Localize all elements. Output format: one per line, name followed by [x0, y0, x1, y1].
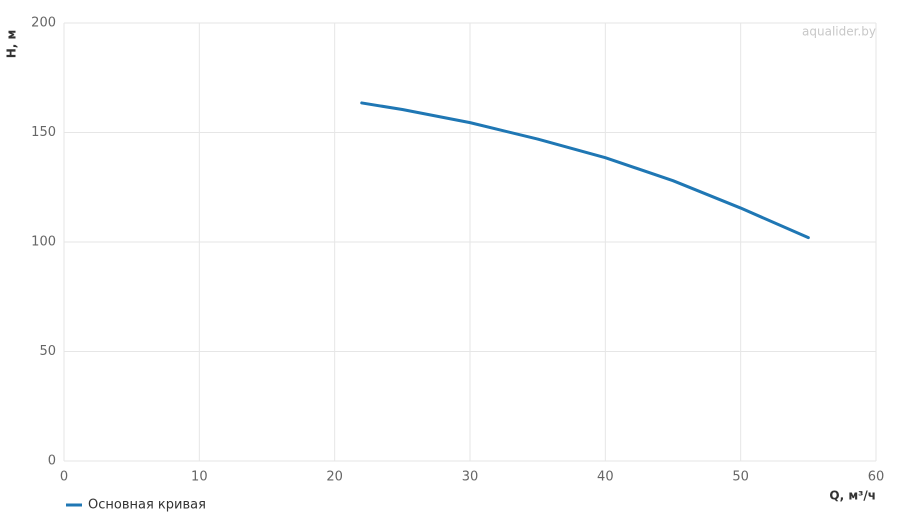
x-tick-label: 40 [597, 470, 614, 485]
x-tick-label: 50 [732, 470, 749, 485]
y-tick-label: 100 [31, 235, 56, 250]
watermark: aqualider.by [802, 25, 876, 39]
legend-label: Основная кривая [88, 498, 206, 513]
x-tick-label: 0 [60, 470, 68, 485]
x-tick-label: 10 [191, 470, 208, 485]
y-tick-label: 150 [31, 125, 56, 140]
y-tick-label: 0 [48, 454, 56, 469]
y-tick-label: 200 [31, 16, 56, 31]
x-axis-label: Q, м³/ч [829, 489, 876, 503]
x-tick-label: 30 [462, 470, 479, 485]
line-series [360, 101, 810, 240]
y-axis-label: H, м [5, 30, 19, 59]
y-tick-label: 50 [39, 344, 56, 359]
x-tick-label: 20 [326, 470, 343, 485]
x-tick-label: 60 [868, 470, 885, 485]
